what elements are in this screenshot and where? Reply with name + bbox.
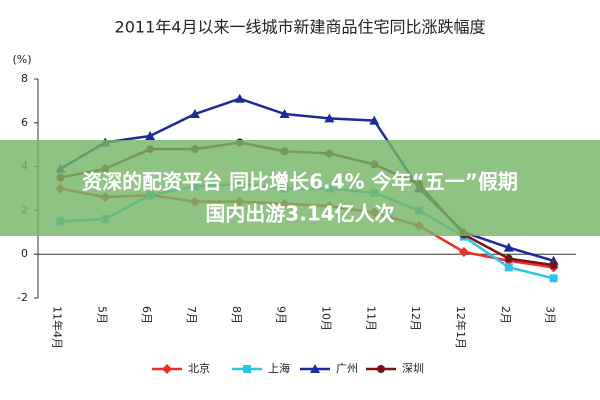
x-tick-label: 5月	[95, 306, 108, 324]
legend-marker	[310, 364, 320, 373]
x-tick-label: 11月	[364, 306, 377, 331]
data-point	[324, 113, 335, 123]
legend-label: 深圳	[402, 362, 424, 375]
x-tick-label: 3月	[544, 306, 557, 324]
legend-marker	[162, 364, 172, 374]
data-point	[549, 274, 558, 283]
x-tick-label: 11年4月	[50, 306, 64, 349]
y-tick-label: 0	[21, 247, 28, 260]
banner-text: 国内出游3.14亿人次	[205, 202, 394, 226]
banner-text: 资深的配资平台 同比增长6.4% 今年“五一”假期	[82, 170, 518, 194]
banner-background	[0, 140, 600, 236]
x-tick-label: 12月	[409, 306, 422, 331]
legend-label: 广州	[336, 362, 358, 375]
legend-marker	[377, 365, 385, 373]
data-point	[369, 115, 380, 125]
x-tick-label: 7月	[185, 306, 198, 324]
legend-label: 上海	[268, 361, 290, 375]
y-axis-label: (%)	[12, 53, 31, 66]
y-tick-label: 6	[21, 116, 28, 129]
data-point	[145, 130, 156, 140]
data-point	[234, 93, 245, 103]
x-tick-label: 2月	[499, 306, 512, 324]
y-tick-label: -2	[17, 291, 28, 304]
x-tick-label: 10月	[319, 306, 332, 331]
x-tick-label: 8月	[230, 306, 243, 324]
x-tick-label: 9月	[275, 306, 288, 324]
chart-title: 2011年4月以来一线城市新建商品住宅同比涨跌幅度	[115, 18, 486, 37]
legend-label: 北京	[188, 361, 210, 375]
data-point	[549, 261, 558, 270]
data-point	[504, 254, 513, 263]
legend-marker	[243, 365, 251, 373]
x-tick-label: 6月	[140, 306, 153, 324]
y-tick-label: 8	[21, 72, 28, 85]
data-point	[189, 109, 200, 119]
data-point	[504, 263, 513, 272]
data-point	[458, 247, 469, 258]
x-tick-label: 12年1月	[454, 306, 468, 349]
data-point	[279, 109, 290, 119]
data-point	[503, 242, 514, 252]
